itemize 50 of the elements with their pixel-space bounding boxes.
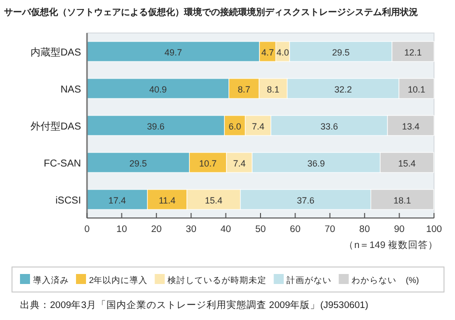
data-label: 4.0	[276, 48, 289, 58]
data-label: 36.9	[307, 158, 325, 168]
data-label: 11.4	[158, 196, 176, 206]
data-label: 49.7	[164, 48, 182, 58]
data-label: 29.5	[129, 158, 147, 168]
data-label: 10.1	[408, 84, 426, 94]
x-tick-label: 100	[426, 224, 442, 235]
y-tick-label: iSCSI	[55, 196, 81, 206]
legend-label: 2年以内に導入	[89, 275, 148, 285]
data-label: 18.1	[393, 196, 412, 206]
legend-label: わからない	[352, 275, 397, 285]
x-tick-label: 30	[186, 224, 196, 235]
legend-label: 導入済み	[33, 275, 69, 285]
x-tick-label: 50	[255, 224, 266, 235]
data-label: 32.2	[334, 84, 352, 94]
data-label: 39.6	[146, 122, 164, 132]
x-tick-label: 20	[151, 224, 162, 235]
text: （n＝149 複数回答）	[344, 239, 438, 251]
x-tick-label: 60	[290, 224, 300, 235]
data-label: 8.1	[266, 84, 280, 94]
text: (%)	[406, 275, 420, 285]
data-label: 10.7	[199, 158, 217, 168]
x-tick-label: 80	[359, 224, 370, 235]
data-label: 7.4	[252, 122, 264, 132]
x-tick-label: 70	[324, 224, 336, 235]
data-label: 7.4	[233, 158, 246, 168]
data-label: 29.5	[332, 48, 350, 58]
x-tick-label: 0	[84, 224, 90, 235]
data-label: 6.0	[228, 122, 242, 132]
data-label: 4.7	[261, 48, 274, 58]
data-label: 37.6	[296, 196, 314, 206]
y-tick-label: NAS	[60, 84, 82, 96]
legend-label: 検討しているが時期未定	[168, 275, 267, 285]
legend-label: 計画がない	[286, 275, 332, 285]
chart-title: サーバ仮想化（ソフトウェアによる仮想化）環境での接続環境別ディスクストレージシステム利用状況	[4, 7, 418, 17]
data-label: 15.4	[204, 196, 222, 206]
y-tick-label: FC-SAN	[44, 158, 81, 170]
y-tick-label: 外付型DAS	[30, 120, 82, 132]
data-label: 13.4	[402, 122, 420, 132]
data-label: 15.4	[398, 158, 416, 168]
data-label: 12.1	[404, 48, 422, 58]
x-tick-label: 10	[116, 224, 127, 235]
data-label: 33.6	[320, 122, 338, 132]
data-label: 8.7	[238, 84, 250, 94]
y-tick-label: 内蔵型DAS	[30, 46, 82, 58]
x-tick-label: 40	[220, 224, 232, 235]
x-tick-label: 90	[394, 224, 405, 235]
data-label: 17.4	[108, 196, 126, 206]
data-label: 40.9	[149, 84, 167, 94]
source-note: 出典：2009年3月「国内企業のストレージ利用実態調査 2009年版」(J9530601)	[20, 299, 368, 311]
